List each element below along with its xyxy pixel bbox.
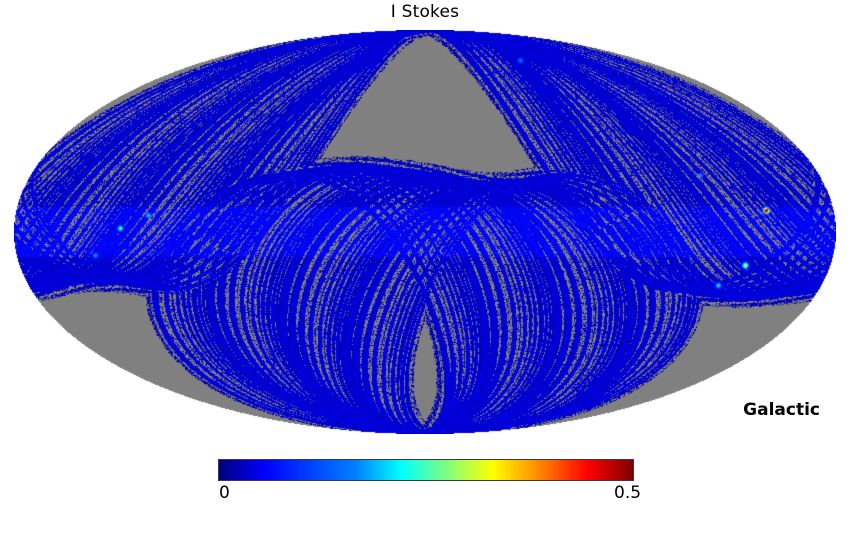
colorbar-gradient [218, 459, 634, 481]
colorbar-max-label: 0.5 [614, 483, 642, 503]
colorbar-min-label: 0 [219, 483, 230, 503]
coordinate-system-label: Galactic [743, 400, 820, 420]
colorbar: 0 0.5 [218, 459, 641, 503]
sky-map-projection [14, 30, 836, 434]
page-title: I Stokes [390, 2, 460, 22]
mollweide-sky-canvas [14, 30, 836, 434]
